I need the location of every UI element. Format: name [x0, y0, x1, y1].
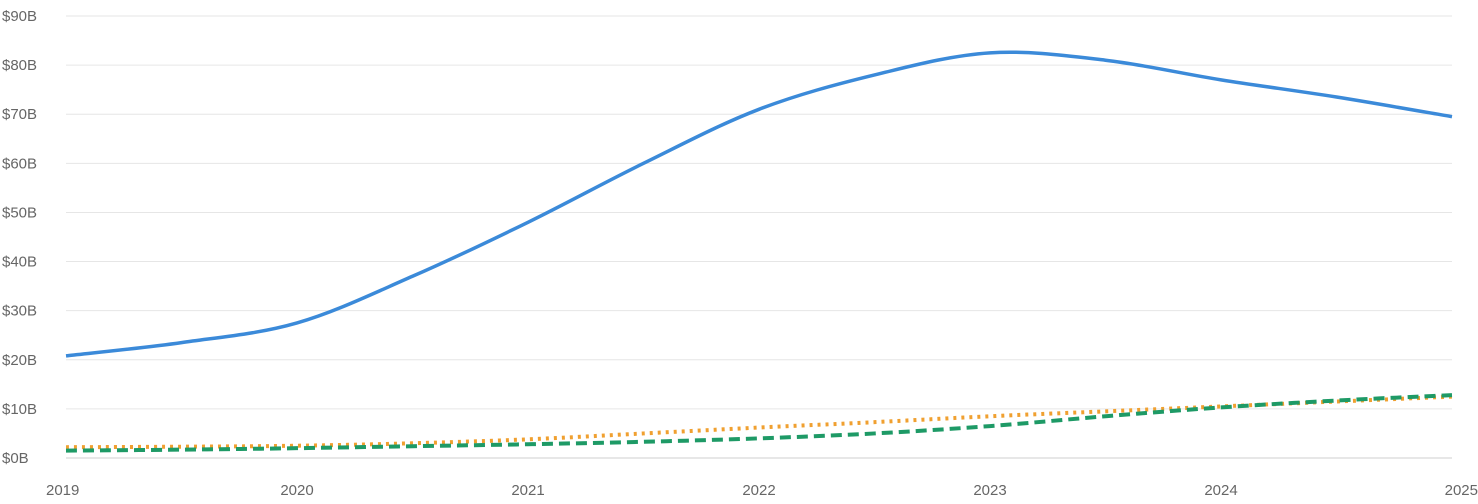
y-tick-label: $50B — [2, 204, 37, 221]
y-tick-label: $90B — [2, 8, 37, 25]
series-line-3 — [65, 393, 1453, 453]
x-axis-tick-labels: 2019 2020 2021 2022 2023 2024 2025 — [46, 482, 1478, 499]
x-tick-label: 2020 — [280, 482, 313, 499]
y-tick-label: $70B — [2, 106, 37, 123]
y-tick-label: $40B — [2, 254, 37, 271]
y-tick-label: $30B — [2, 303, 37, 320]
x-tick-label: 2021 — [511, 482, 544, 499]
y-axis-tick-labels: $0B $10B $20B $30B $40B $50B $60B $70B $80B $90B — [2, 8, 37, 467]
x-tick-label: 2023 — [973, 482, 1006, 499]
y-tick-label: $80B — [2, 57, 37, 74]
x-tick-label: 2024 — [1204, 482, 1237, 499]
y-tick-label: $60B — [2, 155, 37, 172]
x-tick-label: 2019 — [46, 482, 79, 499]
series-line-1 — [65, 50, 1453, 358]
x-tick-label: 2025 — [1445, 482, 1478, 499]
gridlines — [66, 15, 1452, 459]
y-tick-label: $20B — [2, 352, 37, 369]
y-tick-label: $0B — [2, 450, 29, 467]
y-tick-label: $10B — [2, 401, 37, 418]
series-lines — [65, 50, 1453, 453]
x-tick-label: 2022 — [742, 482, 775, 499]
